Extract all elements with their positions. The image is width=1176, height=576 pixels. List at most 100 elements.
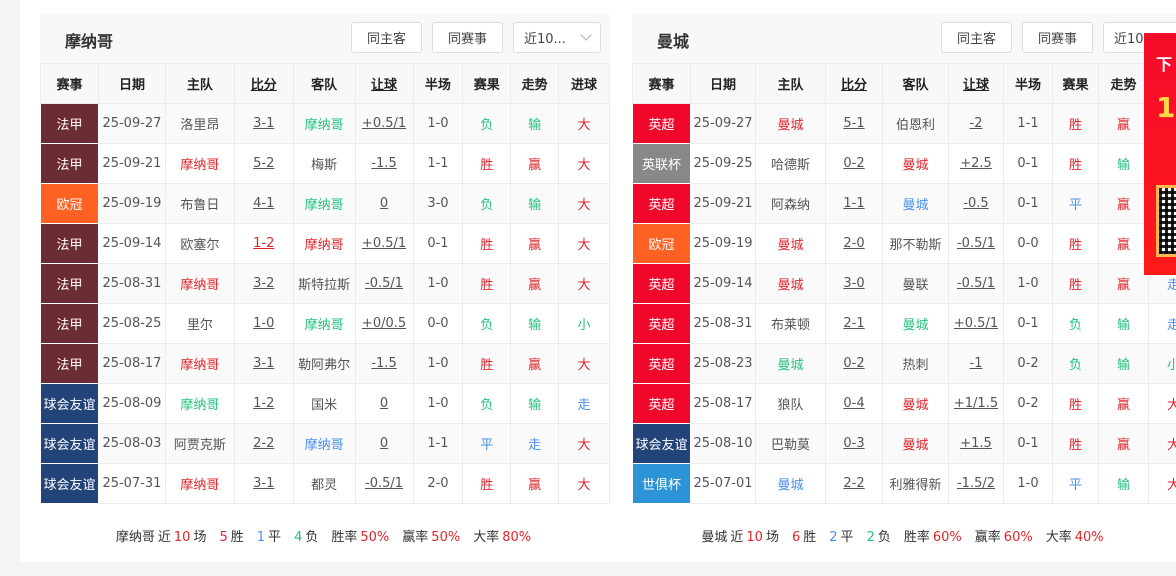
handicap-link[interactable]: +0/0.5	[361, 316, 407, 331]
handicap-link[interactable]: -1	[969, 356, 983, 371]
handicap-cell[interactable]: 0	[354, 183, 414, 224]
score-link[interactable]: 5-2	[253, 156, 275, 171]
handicap-link[interactable]: -1.5	[371, 356, 397, 371]
handicap-cell[interactable]: -2	[948, 103, 1004, 144]
score-link[interactable]: 3-1	[253, 116, 275, 131]
handicap-link[interactable]: +2.5	[960, 156, 992, 171]
league-badge[interactable]: 法甲	[40, 263, 99, 304]
handicap-cell[interactable]: 0	[354, 423, 414, 464]
handicap-cell[interactable]: -0.5	[948, 183, 1004, 224]
handicap-cell[interactable]: +0.5/1	[354, 223, 414, 264]
league-badge[interactable]: 球会友谊	[40, 463, 99, 504]
score-link[interactable]: 0-4	[843, 396, 865, 411]
score-link[interactable]: 0-3	[843, 436, 865, 451]
handicap-link[interactable]: -1.5	[371, 156, 397, 171]
league-badge[interactable]: 法甲	[40, 343, 99, 384]
league-badge[interactable]: 世俱杯	[632, 463, 691, 504]
same-home-away-button[interactable]: 同主客	[351, 22, 422, 53]
score-cell[interactable]: 5-1	[825, 103, 883, 144]
league-badge[interactable]: 英超	[632, 343, 691, 384]
score-cell[interactable]: 1-2	[233, 223, 294, 264]
score-link[interactable]: 0-2	[843, 156, 865, 171]
handicap-link[interactable]: +1/1.5	[953, 396, 999, 411]
league-badge[interactable]: 英超	[632, 303, 691, 344]
handicap-cell[interactable]: -1	[948, 343, 1004, 384]
league-badge[interactable]: 欧冠	[40, 183, 99, 224]
league-badge[interactable]: 球会友谊	[632, 423, 691, 464]
header-handicap[interactable]: 让球	[354, 63, 414, 104]
league-badge[interactable]: 球会友谊	[40, 383, 99, 424]
league-badge[interactable]: 欧冠	[632, 223, 691, 264]
score-cell[interactable]: 4-1	[233, 183, 294, 224]
handicap-link[interactable]: -0.5/1	[365, 476, 404, 491]
handicap-link[interactable]: -2	[969, 116, 983, 131]
handicap-link[interactable]: +0.5/1	[361, 116, 407, 131]
header-score[interactable]: 比分	[233, 63, 294, 104]
score-cell[interactable]: 5-2	[233, 143, 294, 184]
same-home-away-button[interactable]: 同主客	[941, 22, 1012, 53]
handicap-link[interactable]: 0	[379, 196, 389, 211]
score-link[interactable]: 3-1	[253, 356, 275, 371]
league-badge[interactable]: 法甲	[40, 223, 99, 264]
score-link[interactable]: 1-2	[253, 396, 275, 411]
league-badge[interactable]: 英联杯	[632, 143, 691, 184]
score-link[interactable]: 2-1	[843, 316, 865, 331]
handicap-link[interactable]: -0.5/1	[956, 236, 996, 251]
league-badge[interactable]: 球会友谊	[40, 423, 99, 464]
handicap-link[interactable]: 0	[379, 436, 389, 451]
league-badge[interactable]: 英超	[632, 383, 691, 424]
league-badge[interactable]: 法甲	[40, 143, 99, 184]
handicap-cell[interactable]: -1.5/2	[948, 463, 1004, 504]
score-cell[interactable]: 2-2	[233, 423, 294, 464]
score-link[interactable]: 2-2	[253, 436, 275, 451]
score-cell[interactable]: 0-2	[825, 143, 883, 184]
recent-matches-select[interactable]: 近10...	[513, 22, 601, 53]
same-competition-button[interactable]: 同赛事	[432, 22, 503, 53]
score-link[interactable]: 3-0	[843, 276, 865, 291]
score-link[interactable]: 1-2	[253, 236, 275, 251]
handicap-cell[interactable]: -1.5	[354, 143, 414, 184]
handicap-link[interactable]: +0.5/1	[953, 316, 999, 331]
league-badge[interactable]: 英超	[632, 103, 691, 144]
score-cell[interactable]: 2-0	[825, 223, 883, 264]
league-badge[interactable]: 英超	[632, 263, 691, 304]
score-link[interactable]: 5-1	[843, 116, 865, 131]
handicap-cell[interactable]: -1.5	[354, 343, 414, 384]
score-cell[interactable]: 3-2	[233, 263, 294, 304]
score-cell[interactable]: 3-1	[233, 103, 294, 144]
score-cell[interactable]: 3-1	[233, 463, 294, 504]
handicap-link[interactable]: -0.5/1	[365, 276, 404, 291]
header-score[interactable]: 比分	[825, 63, 883, 104]
score-link[interactable]: 0-2	[843, 356, 865, 371]
header-handicap[interactable]: 让球	[948, 63, 1004, 104]
handicap-cell[interactable]: +0.5/1	[354, 103, 414, 144]
handicap-cell[interactable]: +1.5	[948, 423, 1004, 464]
handicap-link[interactable]: -1.5/2	[956, 476, 996, 491]
handicap-link[interactable]: -0.5	[963, 196, 989, 211]
league-badge[interactable]: 法甲	[40, 103, 99, 144]
handicap-cell[interactable]: +0.5/1	[948, 303, 1004, 344]
score-cell[interactable]: 3-1	[233, 343, 294, 384]
score-cell[interactable]: 1-1	[825, 183, 883, 224]
handicap-cell[interactable]: -0.5/1	[948, 263, 1004, 304]
score-link[interactable]: 2-0	[843, 236, 865, 251]
same-competition-button[interactable]: 同赛事	[1022, 22, 1093, 53]
handicap-cell[interactable]: 0	[354, 383, 414, 424]
score-cell[interactable]: 0-2	[825, 343, 883, 384]
handicap-link[interactable]: +0.5/1	[361, 236, 407, 251]
score-cell[interactable]: 0-3	[825, 423, 883, 464]
score-link[interactable]: 2-2	[843, 476, 865, 491]
handicap-link[interactable]: +1.5	[960, 436, 992, 451]
score-cell[interactable]: 3-0	[825, 263, 883, 304]
score-link[interactable]: 3-1	[253, 476, 275, 491]
score-cell[interactable]: 1-0	[233, 303, 294, 344]
score-cell[interactable]: 2-1	[825, 303, 883, 344]
score-cell[interactable]: 2-2	[825, 463, 883, 504]
handicap-cell[interactable]: +0/0.5	[354, 303, 414, 344]
handicap-cell[interactable]: -0.5/1	[948, 223, 1004, 264]
handicap-link[interactable]: -0.5/1	[956, 276, 996, 291]
handicap-cell[interactable]: +1/1.5	[948, 383, 1004, 424]
score-link[interactable]: 1-0	[253, 316, 275, 331]
score-link[interactable]: 4-1	[253, 196, 275, 211]
handicap-cell[interactable]: -0.5/1	[354, 463, 414, 504]
